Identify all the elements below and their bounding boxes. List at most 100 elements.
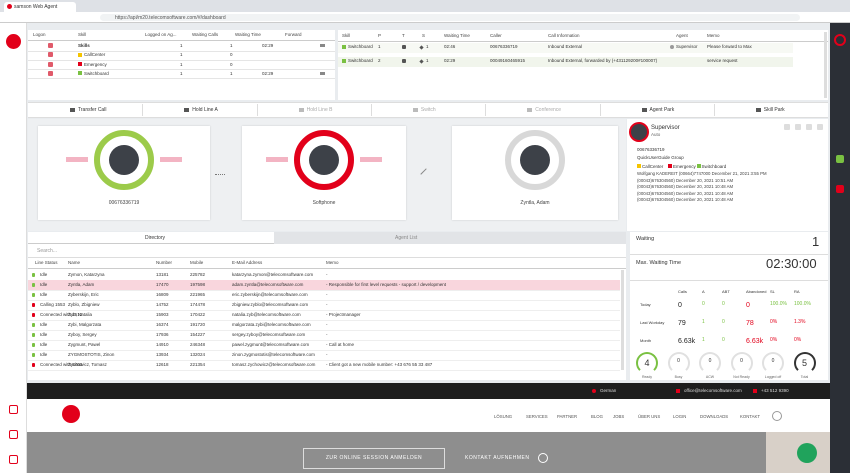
directory-cell: 17470: [156, 282, 169, 287]
avatar: [520, 145, 550, 175]
nav-link[interactable]: LÖSUNG: [494, 414, 513, 419]
status-icon: [32, 333, 35, 337]
directory-cell: 246348: [190, 342, 206, 347]
contact-link[interactable]: KONTAKT AUFNEHMEN: [465, 455, 530, 461]
gauge-label: Not Ready: [733, 375, 750, 379]
nav-link[interactable]: SERVICES: [526, 414, 548, 419]
directory-cell: - Responsible for first level requests -…: [326, 282, 447, 287]
logon-checkbox: [48, 52, 53, 58]
directory-cell: ZYGMOSTOTIS, Zinon: [68, 352, 115, 357]
toolbar-button[interactable]: Skill Park: [763, 107, 785, 113]
logon-checkbox: [48, 43, 53, 48]
row-line: [28, 50, 335, 51]
directory-cell: -: [326, 302, 328, 307]
directory-cell: 191720: [190, 322, 206, 327]
session-button: [303, 448, 445, 469]
skill-name: Switchboard: [84, 70, 109, 76]
gauge: [793, 352, 816, 374]
directory-cell: Zygmunt, Pawel: [68, 342, 101, 347]
supervisor-panel: [627, 119, 828, 231]
directory-cell: Connected with 5403: [40, 362, 83, 367]
url[interactable]: https://api/m20.telecomsoftware.com/#/da…: [115, 14, 226, 21]
call-time: 02:29: [444, 58, 456, 63]
toolbar-button[interactable]: Switch: [420, 107, 436, 113]
nav-link[interactable]: JOBS: [613, 414, 625, 419]
column-header: Name: [68, 260, 81, 265]
contact-arrow: [538, 453, 548, 463]
supervisor-status: Auto: [651, 132, 661, 137]
skill-color: [637, 164, 641, 168]
gauge-value: 0: [677, 358, 680, 364]
stats-header: ABT: [722, 289, 730, 294]
website-topbar: [27, 383, 830, 399]
directory-cell: -: [326, 322, 328, 327]
column-header: Call Information: [548, 33, 580, 38]
session-button-text[interactable]: ZUR ONLINE SESSION ANMELDEN: [325, 455, 423, 461]
avatar: [109, 145, 139, 175]
sidebar-icon: [9, 430, 18, 439]
nav-link[interactable]: ÜBER UNS: [638, 414, 661, 419]
status-icon: [32, 303, 35, 307]
stats-row-label: Last Workday: [640, 320, 665, 325]
directory-cell: Idle: [40, 322, 48, 327]
toolbar-divider: [713, 104, 715, 116]
skill-color: [78, 52, 82, 57]
toolbar-icon: [298, 108, 304, 112]
tab-title[interactable]: samson Web Agent: [14, 4, 58, 10]
website-email[interactable]: office@telecomsoftware.com: [684, 388, 742, 393]
supervisor-avatar: [629, 122, 649, 142]
gauge-value: 5: [801, 358, 807, 368]
call-caller: 00049160465915: [490, 58, 526, 63]
toolbar-icon: [184, 108, 190, 112]
website-header: [27, 399, 830, 432]
status-icon: [32, 353, 35, 357]
gauge-label: ACW: [705, 375, 715, 379]
waiting-label: Waiting: [636, 236, 655, 242]
tab-icon: [7, 4, 12, 9]
row-line: [28, 78, 335, 79]
directory-cell: 16374: [156, 322, 169, 327]
column-header: Waiting Calls: [192, 32, 219, 37]
call-row: [338, 42, 793, 53]
gauge-label: Logged off: [764, 375, 782, 379]
call-history: (00043)676304560) December 20, 2021 10:4…: [637, 190, 734, 196]
tab-agent-list[interactable]: Agent List: [395, 234, 418, 241]
nav-link[interactable]: DOWNLOADS: [700, 414, 729, 419]
nav-link[interactable]: KONTAKT: [740, 414, 760, 419]
stats-value: 0%: [770, 337, 778, 343]
toolbar-icon: [755, 108, 761, 112]
toolbar-button[interactable]: Conference: [535, 107, 562, 113]
call-accept-icon: [836, 155, 844, 163]
directory-cell: -: [326, 272, 328, 277]
gauge-label: Ready: [641, 375, 653, 379]
logon-checkbox: [48, 70, 53, 76]
nav-link[interactable]: LOGIN: [673, 414, 687, 419]
toolbar-button[interactable]: Hold Line B: [306, 107, 333, 113]
nav-link[interactable]: BLOG: [591, 414, 603, 419]
directory-cell: 14910: [156, 342, 169, 347]
supervisor-skill: CallCenter: [642, 163, 664, 169]
forward-button: [320, 71, 325, 75]
language[interactable]: German: [600, 388, 617, 393]
stats-value: 79: [678, 320, 686, 327]
header-line: [28, 40, 335, 41]
nav-link[interactable]: PARTNER: [557, 414, 578, 419]
website-phone[interactable]: +43 512 9390: [761, 388, 789, 393]
toolbar-button[interactable]: Hold Line A: [192, 107, 218, 113]
directory-cell: Idle: [40, 332, 48, 337]
stats-value: 0: [702, 301, 705, 307]
toolbar-button[interactable]: Agent Park: [649, 107, 675, 113]
toolbar-button[interactable]: Transfer Call: [78, 107, 107, 113]
gauge-value: 0: [708, 358, 712, 364]
gauge-label: Total: [800, 375, 809, 379]
search-field[interactable]: Search...: [37, 248, 58, 254]
stats-header: Calls: [678, 289, 687, 294]
gauge-value: 4: [644, 358, 650, 368]
directory-cell: Zyboy, Sergey: [68, 332, 97, 337]
directory-cell: 225782: [190, 272, 206, 277]
directory-cell: 13181: [156, 272, 169, 277]
tab-directory[interactable]: Directory: [145, 234, 166, 241]
call-p: 2: [378, 58, 381, 63]
column-header: Skill: [342, 33, 351, 38]
skill-value: 02:29: [262, 70, 274, 76]
